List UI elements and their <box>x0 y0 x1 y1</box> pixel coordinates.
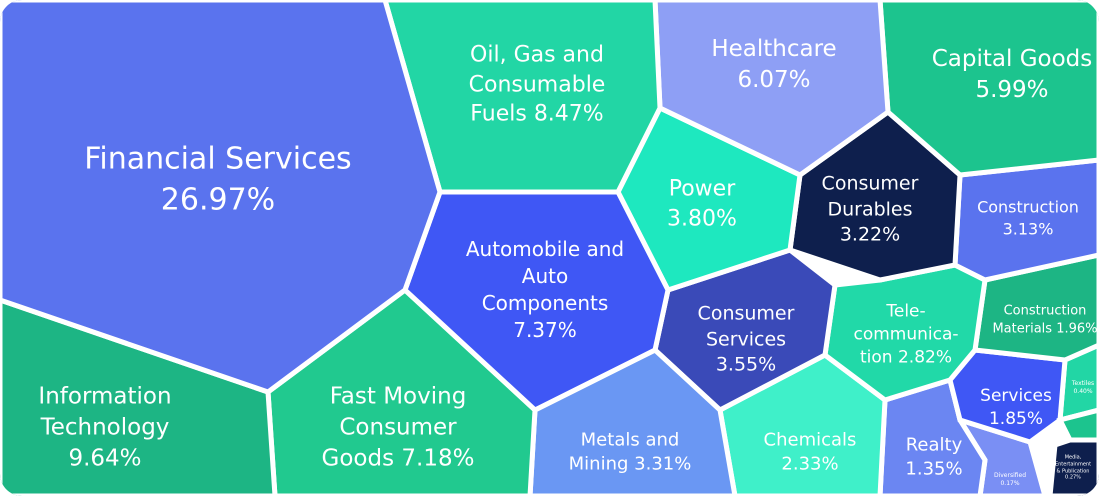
category-name: Fast Moving Consumer Goods <box>321 383 467 472</box>
cell-label: Metals and Mining 3.31% <box>550 429 710 478</box>
cell-label: Textiles 0.40% <box>1068 380 1098 396</box>
cell-label: Capital Goods 5.99% <box>927 44 1097 106</box>
value-label: 1.85% <box>988 409 1043 429</box>
cell-label: Tele-communica-tion 2.82% <box>854 301 959 370</box>
value-label: 3.13% <box>1002 219 1054 238</box>
value-label: 7.37% <box>513 318 577 342</box>
cell-label: Automobile and Auto Components 7.37% <box>460 236 630 344</box>
value-label: 5.99% <box>975 77 1049 103</box>
value-label: 26.97% <box>160 182 276 217</box>
category-name: Services <box>980 386 1052 407</box>
value-label: 0.40% <box>1073 388 1093 395</box>
category-name: Consumer Services <box>697 302 795 351</box>
category-name: Metals and Mining <box>568 429 680 475</box>
value-label: 0.27% <box>1065 474 1081 481</box>
category-name: Realty <box>905 434 963 456</box>
value-label: 7.18% <box>401 445 475 472</box>
category-name: Healthcare <box>711 35 837 62</box>
category-name: Textiles <box>1071 379 1095 387</box>
category-name: Information Technology <box>38 383 172 441</box>
value-label: 2.82% <box>897 347 952 368</box>
cell-label: Media, Entertainment & Publication 0.27% <box>1053 455 1093 482</box>
value-label: 1.35% <box>905 459 963 480</box>
cell-label: Chemicals 2.33% <box>740 429 880 478</box>
value-label: 3.80% <box>667 206 737 231</box>
value-label: 3.31% <box>634 454 692 475</box>
category-name: Diversified <box>993 471 1027 479</box>
category-name: Automobile and Auto Components <box>465 237 625 315</box>
cell-label: Construction 3.13% <box>963 196 1093 239</box>
value-label: 2.33% <box>781 454 839 475</box>
value-label: 1.96% <box>1056 321 1098 336</box>
value-label: 3.22% <box>839 223 901 246</box>
category-name: Chemicals <box>763 429 857 451</box>
cell <box>0 0 443 395</box>
cell-label: Information Technology 9.64% <box>5 381 205 474</box>
cell-label: Consumer Services 3.55% <box>686 302 806 379</box>
cell-label: Healthcare 6.07% <box>694 34 854 96</box>
category-name: Tele-communica-tion <box>853 301 959 368</box>
category-name: Oil, Gas and Consumable Fuels <box>468 42 606 127</box>
category-name: Capital Goods <box>931 45 1093 72</box>
cell-label: Diversified 0.17% <box>985 472 1035 488</box>
cell-label: Power 3.80% <box>647 174 757 233</box>
cell-label: Financial Services 26.97% <box>38 140 398 221</box>
cell-label: Consumer Durables 3.22% <box>805 172 935 249</box>
cell <box>1047 437 1099 496</box>
value-label: 0.17% <box>1000 480 1020 487</box>
category-name: Power <box>668 176 736 202</box>
cell-label: Realty 1.35% <box>894 434 974 483</box>
cell-label: Services 1.85% <box>971 385 1061 431</box>
cell-label: Oil, Gas and Consumable Fuels 8.47% <box>437 40 637 129</box>
unlabeled-cell <box>1056 406 1099 443</box>
value-label: 3.55% <box>715 353 777 376</box>
cell-label: Fast Moving Consumer Goods 7.18% <box>303 381 493 474</box>
category-name: Construction <box>977 197 1079 217</box>
cell-label: Construction Materials 1.96% <box>990 302 1099 337</box>
value-label: 9.64% <box>68 445 142 472</box>
value-label: 6.07% <box>737 67 811 93</box>
category-name: Financial Services <box>84 141 352 177</box>
category-name: Consumer Durables <box>821 172 919 221</box>
value-label: 8.47% <box>533 101 604 127</box>
category-name: Construction Materials <box>992 303 1087 336</box>
category-name: Media, Entertainment & Publication <box>1054 454 1092 475</box>
